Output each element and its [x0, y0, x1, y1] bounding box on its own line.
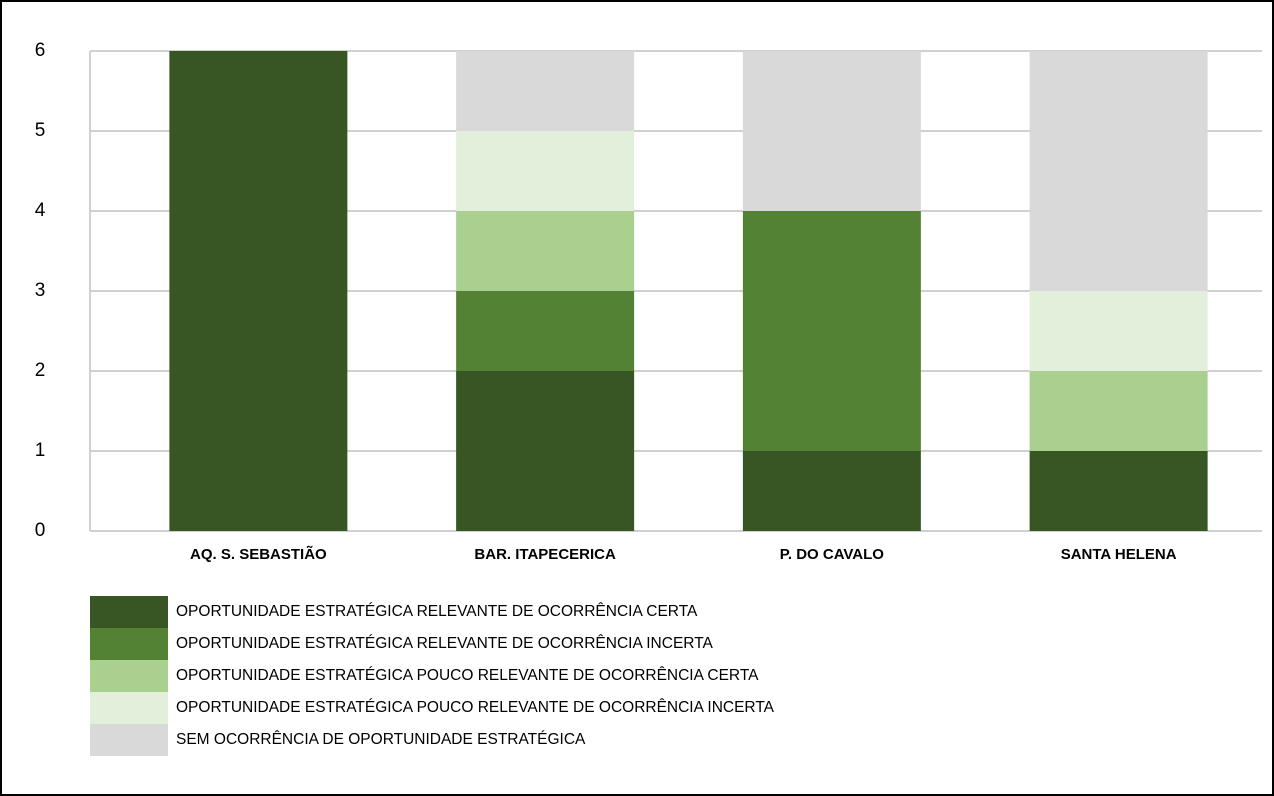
legend-label: OPORTUNIDADE ESTRATÉGICA POUCO RELEVANTE…	[176, 699, 775, 716]
y-tick-label: 2	[35, 360, 46, 381]
legend-swatch	[90, 692, 168, 724]
x-tick-label: BAR. ITAPECERICA	[474, 546, 616, 563]
y-tick-label: 0	[35, 520, 46, 541]
x-tick-label: AQ. S. SEBASTIÃO	[190, 545, 327, 563]
bar-segment	[1029, 451, 1208, 531]
y-tick-label: 4	[35, 200, 46, 221]
bar-segment	[456, 371, 635, 531]
bar-segment	[456, 51, 635, 131]
bar-segment	[1029, 291, 1208, 371]
legend-swatch	[90, 660, 168, 692]
bar-segment	[169, 51, 348, 531]
bar-segment	[742, 51, 921, 211]
bar-segment	[456, 291, 635, 371]
x-tick-label: P. DO CAVALO	[780, 546, 885, 563]
legend-swatch	[90, 724, 168, 756]
x-tick-label: SANTA HELENA	[1061, 546, 1177, 563]
bar-segment	[1029, 51, 1208, 291]
bar-segment	[456, 131, 635, 211]
legend-label: OPORTUNIDADE ESTRATÉGICA POUCO RELEVANTE…	[176, 667, 759, 684]
bar-segment	[456, 211, 635, 291]
legend-swatch	[90, 596, 168, 628]
y-tick-label: 6	[35, 40, 46, 61]
bar-segment	[742, 451, 921, 531]
y-tick-label: 3	[35, 280, 46, 301]
y-tick-label: 1	[35, 440, 46, 461]
legend-label: OPORTUNIDADE ESTRATÉGICA RELEVANTE DE OC…	[176, 635, 714, 652]
legend-swatch	[90, 628, 168, 660]
bar-segment	[1029, 371, 1208, 451]
legend-label: SEM OCORRÊNCIA DE OPORTUNIDADE ESTRATÉGI…	[176, 731, 586, 748]
y-tick-label: 5	[35, 120, 46, 141]
legend-label: OPORTUNIDADE ESTRATÉGICA RELEVANTE DE OC…	[176, 603, 698, 620]
bar-segment	[742, 211, 921, 451]
